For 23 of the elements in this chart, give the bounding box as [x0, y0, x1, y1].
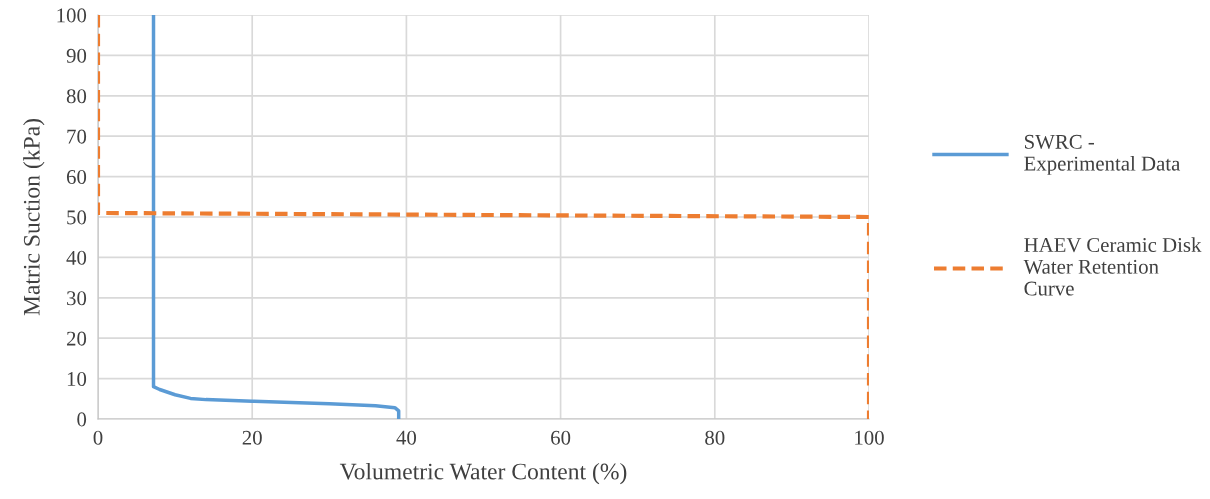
y-tick-label: 90: [66, 48, 87, 63]
legend-label: HAEV Ceramic Disk Water Retention Curve: [1023, 237, 1202, 296]
y-tick-label: 30: [67, 291, 87, 306]
line-series: [151, 15, 401, 419]
y-tick-label: 100: [57, 8, 87, 23]
x-tick-label: 40: [396, 430, 417, 445]
y-tick-label: 60: [66, 169, 87, 185]
y-tick-label: 70: [67, 129, 87, 144]
line-series: [98, 15, 869, 419]
y-tick-label: 80: [66, 89, 87, 104]
x-axis-title: Volumetric Water Content (%): [339, 462, 627, 485]
x-tick-label: 60: [551, 430, 571, 445]
x-tick-label: 0: [93, 430, 103, 445]
y-tick-label: 10: [67, 371, 87, 387]
y-tick-label: 0: [77, 412, 87, 427]
x-tick-label: 20: [242, 430, 262, 445]
x-tick-label: 100: [855, 430, 884, 445]
x-tick-label: 80: [705, 430, 725, 445]
y-tick-label: 40: [66, 250, 87, 265]
legend-label: SWRC - Experimental Data: [1024, 134, 1181, 175]
y-tick-label: 20: [66, 331, 87, 346]
y-tick-label: 50: [67, 210, 87, 225]
y-axis-title: Matric Suction (kPa): [23, 119, 45, 316]
